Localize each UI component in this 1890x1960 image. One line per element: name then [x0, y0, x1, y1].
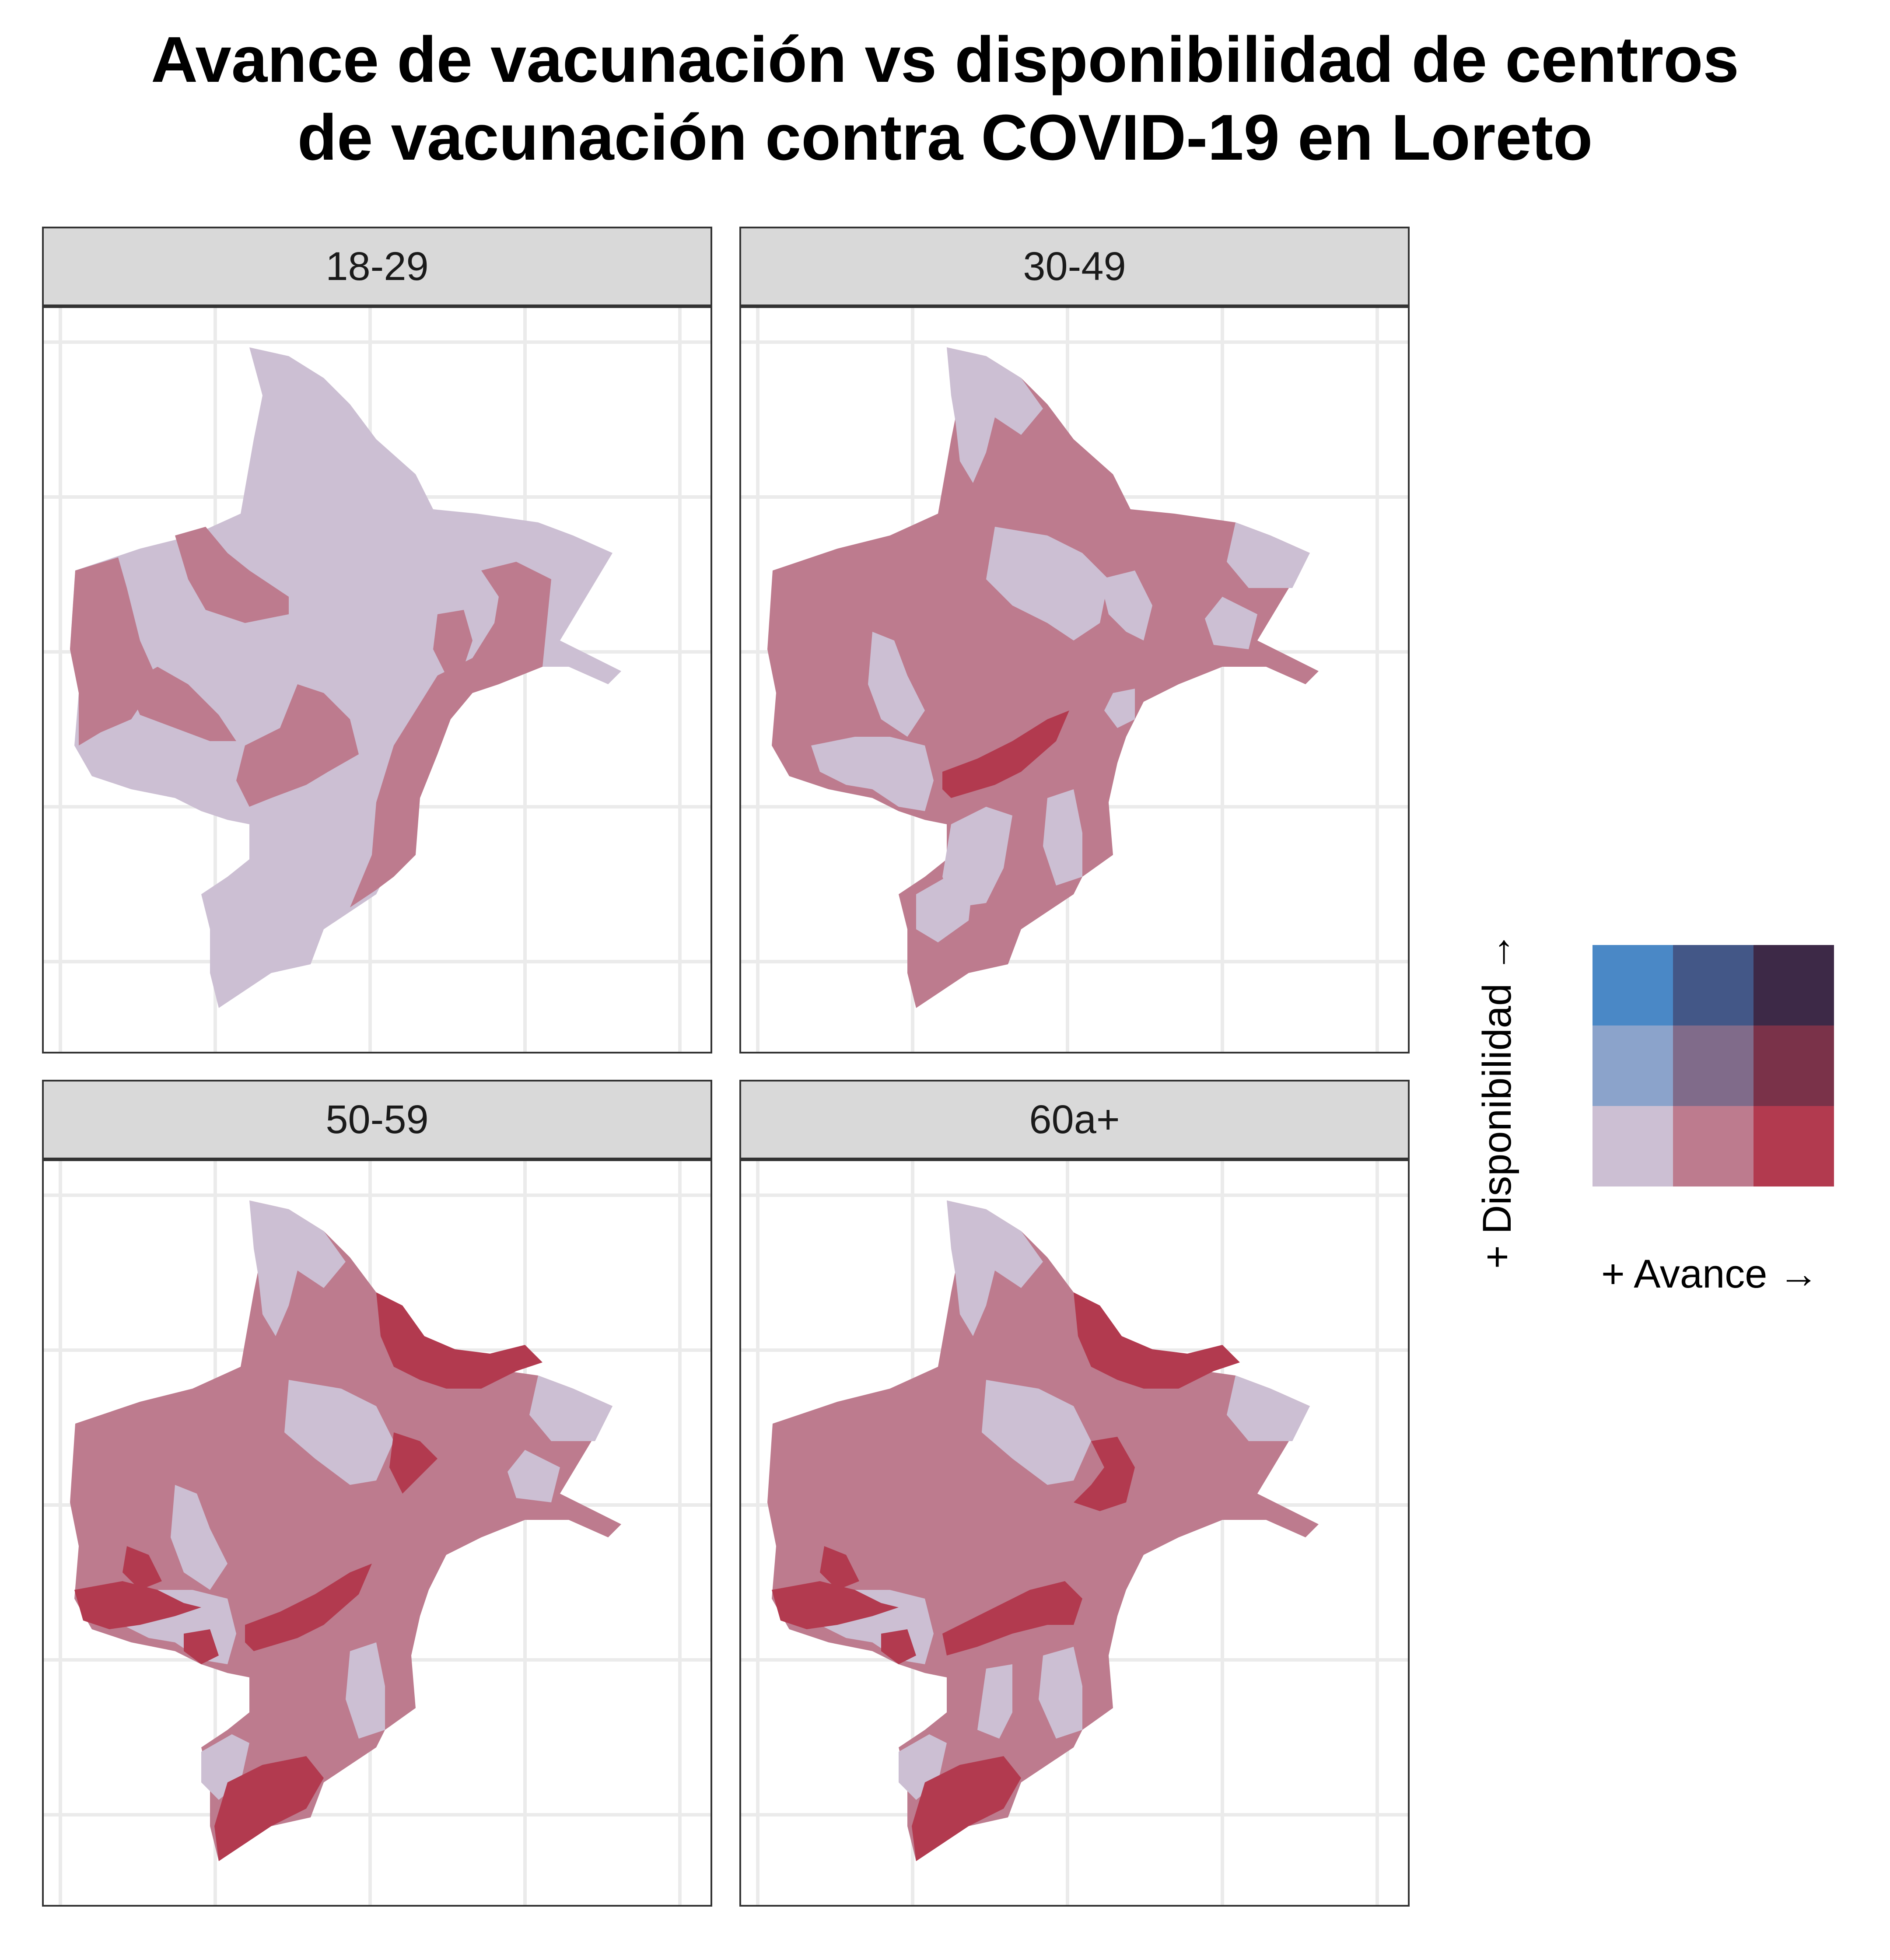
map-region-high-north	[1074, 1292, 1240, 1389]
map-region-west-center	[127, 667, 236, 741]
legend-cell-2-0	[1592, 1106, 1673, 1186]
map-region-center	[236, 684, 359, 807]
map-region-high-south	[214, 1756, 324, 1861]
title-line-2: de vacunación contra COVID-19 en Loreto	[297, 102, 1593, 174]
legend-y-label: + Disponibilidad →	[1475, 932, 1519, 1269]
map-area	[739, 1161, 1410, 1907]
map-region-north-center-2	[1100, 570, 1152, 640]
map-region-center-small	[1104, 689, 1135, 728]
map-region-west-inner	[171, 1485, 228, 1590]
legend-cell-2-2	[1754, 1106, 1834, 1186]
map-region-high-center	[1074, 1437, 1135, 1511]
map-svg	[44, 1161, 710, 1905]
map-area	[42, 1161, 712, 1907]
map-region-north-center	[982, 1380, 1091, 1485]
map-region-base	[70, 347, 621, 1008]
legend-x-label: + Avance →	[1601, 1252, 1819, 1296]
legend-cell-0-1	[1673, 945, 1754, 1026]
map-region-high-west	[772, 1581, 899, 1629]
map-region-high-north	[376, 1292, 542, 1389]
map-region-south-2	[1039, 1647, 1082, 1739]
map-region-high-west-2	[122, 1546, 162, 1590]
map-region-high-southwest	[881, 1629, 916, 1664]
map-region-high-band	[942, 1581, 1082, 1656]
map-region-northeast	[1227, 1376, 1310, 1441]
bivariate-legend	[1592, 945, 1838, 1190]
map-region-west-inner	[868, 632, 925, 737]
map-region-east-inner	[433, 610, 472, 676]
map-svg	[44, 308, 710, 1052]
map-svg	[741, 1161, 1408, 1905]
legend-cell-0-2	[1754, 945, 1834, 1026]
map-region-high-west	[74, 1581, 201, 1629]
map-area	[739, 308, 1410, 1054]
legend-grid	[1592, 945, 1834, 1186]
facet-strip-label: 50-59	[42, 1080, 712, 1161]
map-region-south-2	[1043, 789, 1082, 886]
map-region-northeast	[529, 1376, 612, 1441]
map-region-base	[70, 1200, 621, 1861]
legend-cell-1-2	[1754, 1026, 1834, 1106]
map-region-south-2	[346, 1642, 385, 1739]
map-region-south-3	[916, 877, 973, 942]
map-region-south-1	[977, 1664, 1012, 1739]
facet-strip-label: 18-29	[42, 227, 712, 308]
map-region-east-small	[1205, 597, 1257, 649]
map-region-southwest	[811, 737, 934, 811]
facet-panel-30-49: 30-49	[739, 227, 1410, 1054]
facet-panel-50-59: 50-59	[42, 1080, 712, 1907]
map-region-north-center	[284, 1380, 394, 1485]
map-region-high-west-2	[820, 1546, 859, 1590]
map-region-east-band	[350, 562, 551, 907]
legend-cell-2-1	[1673, 1106, 1754, 1186]
legend-cell-1-1	[1673, 1026, 1754, 1106]
map-svg	[741, 308, 1408, 1052]
facet-panel-18-29: 18-29	[42, 227, 712, 1054]
facet-strip-label: 60a+	[739, 1080, 1410, 1161]
facet-strip-label: 30-49	[739, 227, 1410, 308]
chart-title: Avance de vacunación vs disponibilidad d…	[0, 21, 1890, 177]
legend-cell-0-0	[1592, 945, 1673, 1026]
map-region-base	[767, 1200, 1319, 1861]
map-region-east-small	[508, 1450, 560, 1502]
map-region-northwest	[175, 527, 289, 623]
map-region-north-tip	[249, 1200, 346, 1336]
legend-cell-1-0	[1592, 1026, 1673, 1106]
map-region-high-band	[942, 710, 1069, 798]
map-region-north-center	[986, 527, 1109, 640]
map-region-northeast	[1227, 522, 1310, 588]
facet-panel-60a-plus: 60a+	[739, 1080, 1410, 1907]
map-region-high-south	[912, 1756, 1021, 1861]
map-area	[42, 308, 712, 1054]
map-region-north-tip	[947, 1200, 1043, 1336]
map-region-high-southwest	[184, 1629, 219, 1664]
map-region-high-band	[245, 1564, 372, 1651]
map-region-base	[767, 347, 1319, 1008]
map-region-north-tip	[947, 347, 1043, 483]
map-region-high-center	[389, 1432, 438, 1494]
title-line-1: Avance de vacunación vs disponibilidad d…	[151, 24, 1739, 96]
